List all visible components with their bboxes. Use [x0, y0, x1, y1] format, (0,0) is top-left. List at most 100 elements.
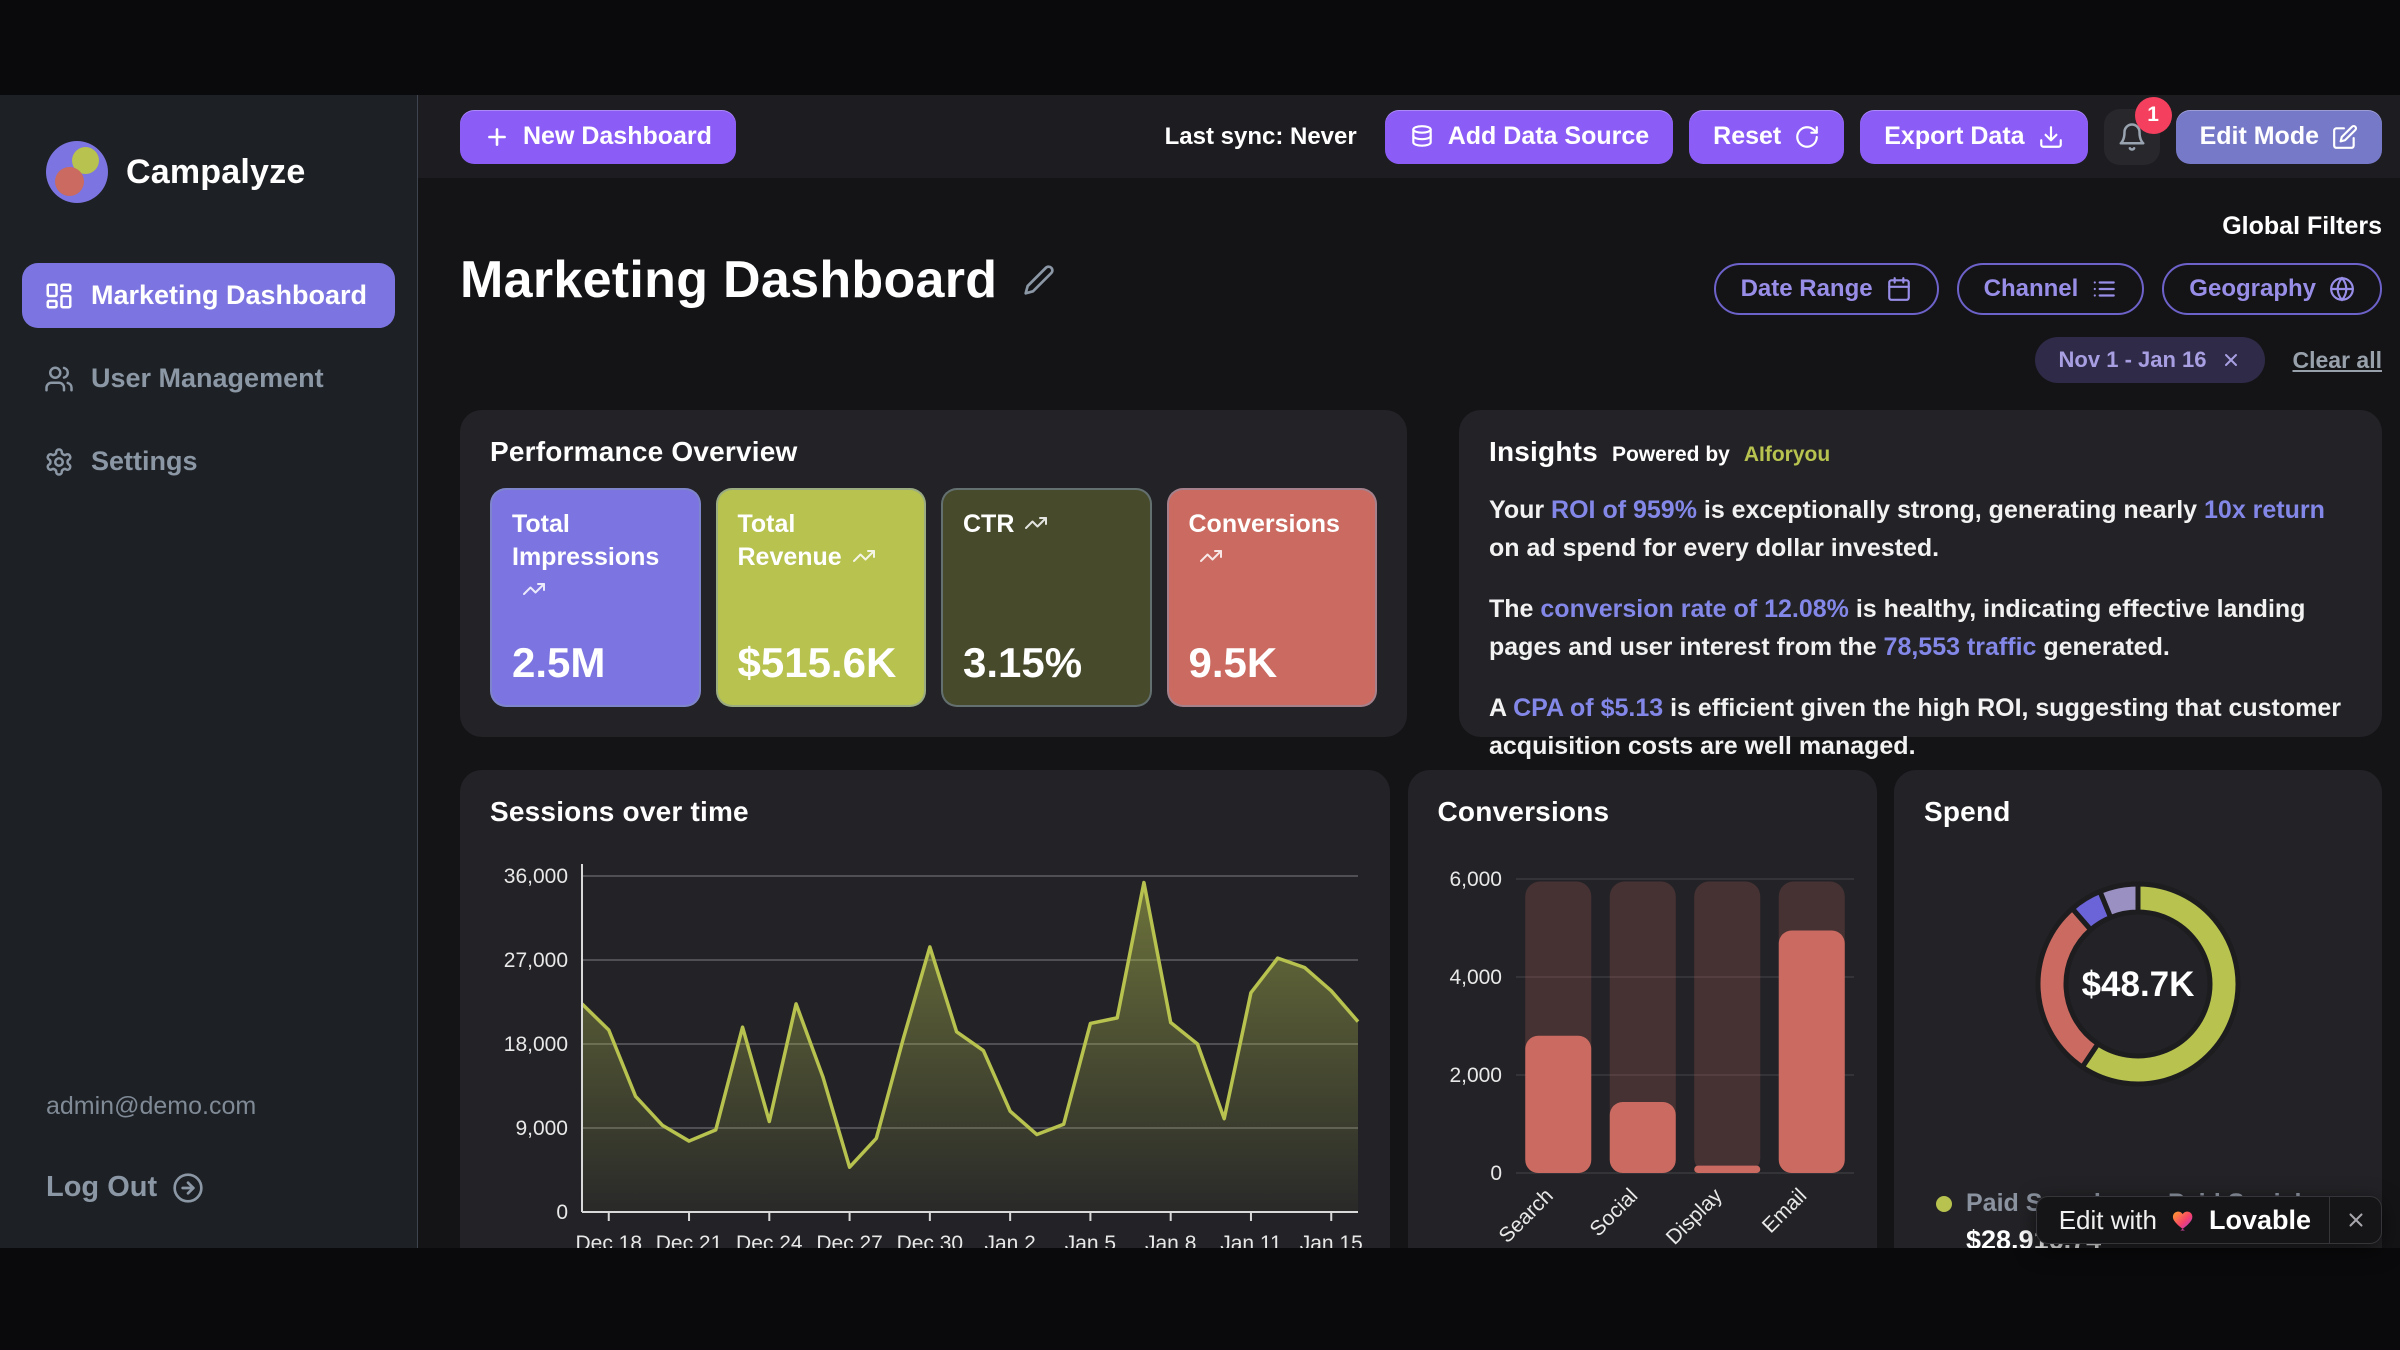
top-toolbar: New Dashboard Last sync: Never Add Data …	[418, 95, 2400, 178]
svg-text:6,000: 6,000	[1449, 868, 1502, 891]
edit-title-button[interactable]	[1023, 264, 1055, 296]
svg-text:$48.7K: $48.7K	[2082, 965, 2195, 1004]
close-icon	[2345, 1209, 2367, 1231]
clear-all-link[interactable]: Clear all	[2292, 346, 2383, 373]
channel-filter-button[interactable]: Channel	[1956, 263, 2145, 315]
campalyze-logo-icon	[46, 141, 108, 203]
dashboard-grid-icon	[44, 281, 74, 311]
lovable-close-button[interactable]	[2329, 1197, 2381, 1243]
svg-text:Jan 11: Jan 11	[1220, 1232, 1282, 1248]
svg-text:Dec 27: Dec 27	[816, 1232, 883, 1248]
kpi-label: Total Impressions	[512, 510, 660, 571]
close-icon[interactable]	[2221, 350, 2241, 370]
logout-button[interactable]: Log Out	[46, 1171, 395, 1204]
performance-overview-card: Performance Overview Total Impressions 2…	[460, 410, 1407, 737]
sidebar: Campalyze Marketing Dashboard User Manag…	[0, 95, 418, 1248]
arrow-right-circle-icon	[172, 1172, 204, 1204]
pencil-icon	[1023, 264, 1055, 296]
svg-text:Display: Display	[1661, 1184, 1726, 1248]
ai-provider-label: AIforyou	[1743, 443, 1831, 466]
svg-text:Dec 24: Dec 24	[736, 1232, 803, 1248]
calendar-icon	[1886, 276, 1912, 302]
kpi-total-revenue[interactable]: Total Revenue $515.6K	[715, 488, 926, 707]
spend-chart: $48.7K	[2035, 881, 2241, 1087]
svg-text:27,000: 27,000	[504, 949, 568, 972]
date-range-chip-label: Nov 1 - Jan 16	[2058, 347, 2207, 372]
toolbar-right-group: Last sync: Never Add Data Source Reset E…	[1164, 96, 2382, 165]
database-icon	[1409, 124, 1435, 150]
add-data-source-button[interactable]: Add Data Source	[1384, 109, 1674, 164]
sidebar-item-marketing-dashboard[interactable]: Marketing Dashboard	[22, 263, 395, 328]
svg-text:2,000: 2,000	[1449, 1064, 1502, 1087]
notifications-button[interactable]: 1	[2103, 96, 2172, 165]
kpi-conversions[interactable]: Conversions 9.5K	[1166, 488, 1377, 707]
lovable-badge[interactable]: Edit with Lovable	[2035, 1196, 2382, 1244]
svg-text:36,000: 36,000	[504, 865, 568, 888]
users-icon	[44, 364, 74, 394]
trending-up-icon	[1199, 550, 1222, 562]
kpi-label: Conversions	[1188, 510, 1340, 538]
sessions-card: Sessions over time 0 9,000 18,000 27,000 36,…	[460, 770, 1390, 1248]
geography-filter-button[interactable]: Geography	[2162, 263, 2382, 315]
date-range-label: Date Range	[1740, 275, 1873, 302]
last-sync-status: Last sync: Never	[1164, 122, 1357, 150]
globe-icon	[2329, 276, 2355, 302]
logout-label: Log Out	[46, 1171, 158, 1203]
reset-button[interactable]: Reset	[1689, 109, 1845, 164]
svg-text:Jan 2: Jan 2	[984, 1232, 1035, 1248]
app-window: Campalyze Marketing Dashboard User Manag…	[0, 95, 2400, 1248]
insights-title: Insights	[1489, 436, 1598, 467]
sessions-chart: 0 9,000 18,000 27,000 36,000 Dec 18 Dec 21 Dec …	[504, 864, 1363, 1248]
svg-text:Jan 5: Jan 5	[1065, 1232, 1116, 1248]
legend-dot-icon	[1936, 1195, 1952, 1212]
svg-text:Dec 30: Dec 30	[897, 1232, 964, 1248]
svg-text:Social: Social	[1585, 1184, 1642, 1241]
new-dashboard-label: New Dashboard	[523, 122, 712, 150]
spend-card: Spend $48.7K Paid Search$28,916.74Paid S…	[1894, 770, 2382, 1248]
edit-mode-button[interactable]: Edit Mode	[2175, 109, 2382, 164]
lovable-heart-icon	[2172, 1211, 2193, 1231]
svg-text:0: 0	[1490, 1162, 1502, 1185]
gear-icon	[44, 447, 74, 477]
svg-text:18,000: 18,000	[504, 1033, 568, 1056]
brand: Campalyze	[22, 141, 395, 203]
kpi-value: 2.5M	[512, 639, 606, 686]
export-data-button[interactable]: Export Data	[1860, 109, 2088, 164]
content: Marketing Dashboard Global Filters Date …	[418, 178, 2400, 1248]
date-range-filter-button[interactable]: Date Range	[1713, 263, 1939, 315]
sidebar-item-settings[interactable]: Settings	[22, 429, 395, 494]
conversions-chart: 0 2,000 4,000 6,000 Search Social Display Email	[1449, 868, 1854, 1248]
svg-text:Jan 8: Jan 8	[1145, 1232, 1196, 1248]
sidebar-footer: admin@demo.com Log Out	[22, 1092, 395, 1204]
page-title: Marketing Dashboard	[460, 251, 998, 309]
sidebar-item-user-management[interactable]: User Management	[22, 346, 395, 411]
kpi-total-impressions[interactable]: Total Impressions 2.5M	[490, 488, 701, 707]
insights-paragraphs: Your ROI of 959% is exceptionally strong…	[1489, 491, 2352, 765]
plus-icon	[484, 124, 510, 150]
new-dashboard-button[interactable]: New Dashboard	[460, 109, 736, 164]
kpi-label: Total Revenue	[737, 510, 842, 571]
page-header: Marketing Dashboard Global Filters Date …	[460, 178, 2382, 410]
svg-text:Search: Search	[1494, 1184, 1557, 1247]
add-data-source-label: Add Data Source	[1447, 122, 1650, 150]
sidebar-item-label: Marketing Dashboard	[91, 280, 368, 310]
sidebar-item-label: Settings	[91, 446, 198, 476]
lovable-brand-label: Lovable	[2208, 1204, 2311, 1235]
svg-text:0: 0	[556, 1201, 568, 1224]
list-icon	[2091, 276, 2117, 302]
date-range-chip[interactable]: Nov 1 - Jan 16	[2034, 337, 2265, 383]
performance-title: Performance Overview	[490, 436, 798, 467]
svg-text:9,000: 9,000	[515, 1117, 568, 1140]
edit-square-icon	[2332, 124, 2358, 150]
spend-title: Spend	[1924, 796, 2011, 827]
kpi-value: $515.6K	[737, 639, 897, 686]
trending-up-icon	[523, 583, 545, 595]
svg-text:Dec 21: Dec 21	[656, 1232, 723, 1248]
kpi-label: CTR	[963, 510, 1015, 538]
rotate-cw-icon	[1794, 124, 1820, 150]
geography-label: Geography	[2189, 275, 2316, 302]
insight-paragraph: The conversion rate of 12.08% is healthy…	[1489, 595, 2306, 661]
svg-text:4,000: 4,000	[1449, 966, 1502, 989]
kpi-ctr[interactable]: CTR 3.15%	[941, 488, 1152, 707]
global-filters-panel: Global Filters Date Range Channel	[1713, 212, 2383, 383]
